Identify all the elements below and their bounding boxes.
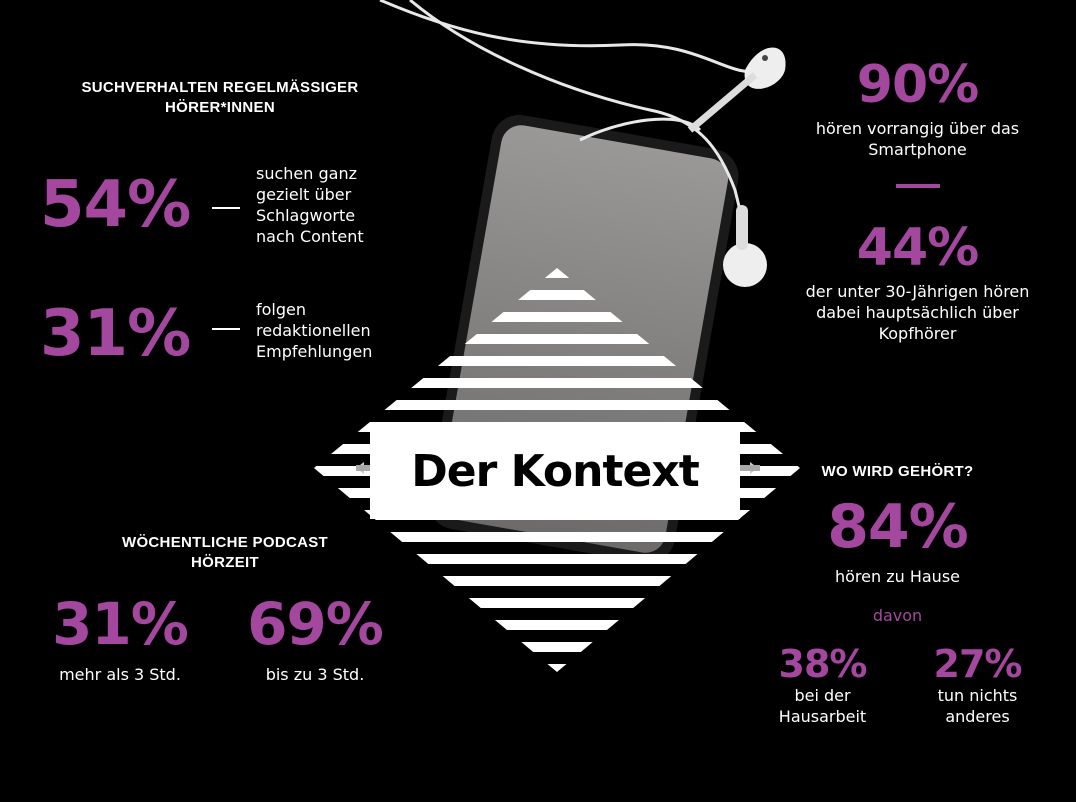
- stat-text: suchen ganz gezielt über Schlagworte nac…: [256, 164, 364, 246]
- page-title: Der Kontext: [411, 445, 700, 497]
- stat-text: hören zu Hause: [834, 567, 960, 586]
- weekly-heading: WÖCHENTLICHE PODCAST HÖRZEIT: [122, 534, 328, 571]
- divider: [896, 184, 940, 188]
- stat-value: 31%: [40, 297, 191, 371]
- stat-text: hören vorrangig über das Smartphone: [815, 119, 1020, 159]
- stat-value: 90%: [856, 55, 979, 115]
- where-heading: WO WIRD GEHÖRT?: [821, 463, 974, 480]
- title-box: Der Kontext: [370, 423, 740, 519]
- divider: [212, 328, 240, 330]
- stat-text: mehr als 3 Std.: [59, 665, 181, 684]
- earbud-left: [723, 205, 767, 287]
- stat-value: 44%: [856, 218, 979, 278]
- of-which-label: davon: [872, 606, 923, 625]
- earbud-right: [687, 47, 786, 133]
- stat-text: folgen redaktionellen Empfehlungen: [256, 300, 373, 361]
- stat-text: tun nichts anderes: [937, 686, 1018, 726]
- search-heading: SUCHVERHALTEN REGELMÄSSIGER HÖRER*INNEN: [81, 79, 359, 116]
- stat-value: 38%: [778, 642, 868, 686]
- stat-text: bei der Hausarbeit: [778, 686, 867, 726]
- stat-text: der unter 30-Jährigen hören dabei haupts…: [805, 282, 1030, 343]
- stat-value: 84%: [827, 492, 969, 562]
- stat-value: 54%: [40, 168, 191, 242]
- stat-value: 69%: [247, 590, 384, 658]
- divider: [212, 207, 240, 209]
- stat-text: bis zu 3 Std.: [265, 665, 365, 684]
- stat-value: 31%: [52, 590, 189, 658]
- stat-value: 27%: [933, 642, 1023, 686]
